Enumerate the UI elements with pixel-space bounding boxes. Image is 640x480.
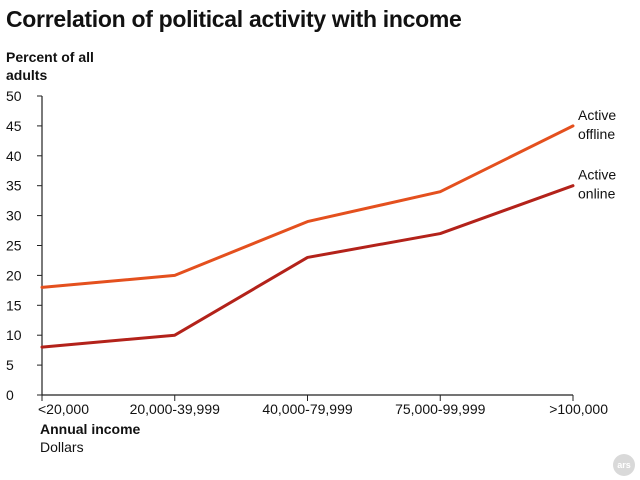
y-axis-label: Percent of all adults (6, 49, 94, 83)
x-axis-label: Annual income (40, 421, 141, 437)
y-tick-label: 35 (6, 178, 22, 194)
x-tick-label: 20,000-39,999 (130, 401, 221, 417)
x-tick-label: <20,000 (38, 401, 89, 417)
y-tick-label: 25 (6, 238, 22, 254)
x-tick-label: 40,000-79,999 (262, 401, 353, 417)
y-tick-label: 0 (6, 387, 14, 403)
y-tick-label: 20 (6, 267, 22, 283)
x-axis-unit: Dollars (40, 439, 84, 455)
series-line-active-offline (40, 124, 575, 289)
y-tick-label: 30 (6, 208, 22, 224)
y-tick-label: 40 (6, 148, 22, 164)
ars-logo: ars (613, 454, 635, 476)
series-label-active-offline: Active offline (578, 107, 616, 142)
y-tick-label: 50 (6, 88, 22, 104)
series-label-active-online: Active online (578, 167, 616, 202)
y-tick-label: 5 (6, 357, 14, 373)
x-tick-label: >100,000 (549, 401, 608, 417)
series-line-active-online (40, 184, 575, 349)
y-tick-label: 45 (6, 118, 22, 134)
y-tick-label: 10 (6, 327, 22, 343)
y-tick-label: 15 (6, 297, 22, 313)
x-tick-label: 75,000-99,999 (395, 401, 486, 417)
chart-title: Correlation of political activity with i… (6, 6, 462, 32)
